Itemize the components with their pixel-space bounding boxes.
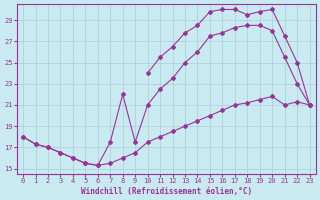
X-axis label: Windchill (Refroidissement éolien,°C): Windchill (Refroidissement éolien,°C) (81, 187, 252, 196)
